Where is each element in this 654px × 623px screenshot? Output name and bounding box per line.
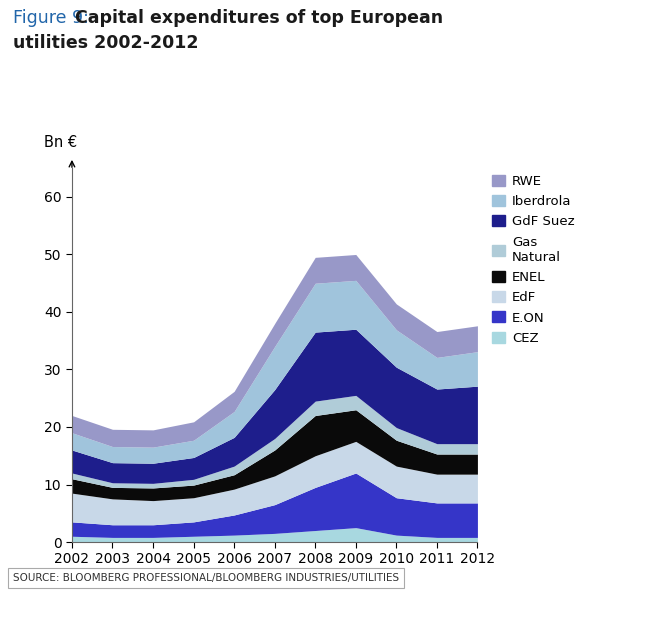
Text: utilities 2002-2012: utilities 2002-2012	[13, 34, 199, 52]
Text: Bn €: Bn €	[44, 135, 77, 150]
Text: Figure 9:: Figure 9:	[13, 9, 94, 27]
Text: SOURCE: BLOOMBERG PROFESSIONAL/BLOOMBERG INDUSTRIES/UTILITIES: SOURCE: BLOOMBERG PROFESSIONAL/BLOOMBERG…	[13, 573, 399, 583]
Legend: RWE, Iberdrola, GdF Suez, Gas
Natural, ENEL, EdF, E.ON, CEZ: RWE, Iberdrola, GdF Suez, Gas Natural, E…	[492, 175, 575, 345]
Text: Capital expenditures of top European: Capital expenditures of top European	[75, 9, 443, 27]
